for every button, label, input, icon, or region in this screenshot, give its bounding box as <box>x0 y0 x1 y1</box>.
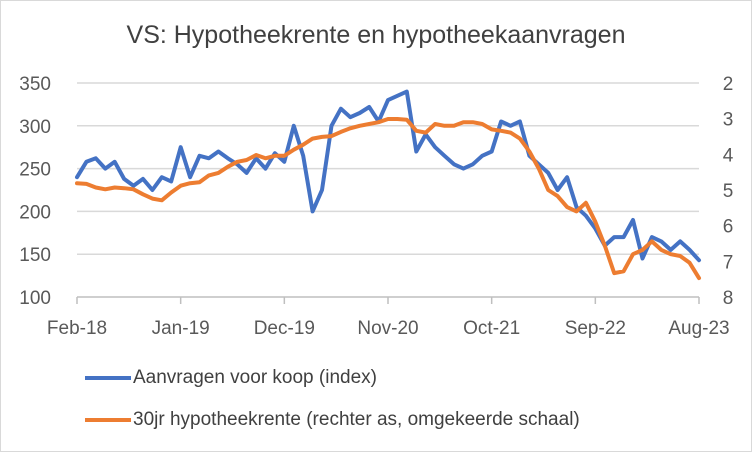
left-tick-label: 200 <box>19 202 51 223</box>
legend-item-aanvragen: Aanvragen voor koop (index) <box>85 367 377 389</box>
right-tick-label: 2 <box>723 74 734 95</box>
right-tick-label: 7 <box>723 252 734 273</box>
x-tick-label: Dec-19 <box>254 318 315 339</box>
right-tick-label: 5 <box>723 181 734 202</box>
left-tick-label: 300 <box>19 117 51 138</box>
left-tick-label: 350 <box>19 74 51 95</box>
x-tick-label: Feb-18 <box>47 318 107 339</box>
right-tick-label: 6 <box>723 217 734 238</box>
x-tick-label: Oct-21 <box>463 318 520 339</box>
right-tick-label: 8 <box>723 288 734 309</box>
x-tick-label: Nov-20 <box>357 318 418 339</box>
x-tick-label: Jan-19 <box>152 318 210 339</box>
legend-swatch-orange <box>85 418 131 422</box>
series-line-hypotheekrente <box>75 117 701 281</box>
right-tick-label: 4 <box>723 145 734 166</box>
left-tick-label: 100 <box>19 288 51 309</box>
x-tick-label: Aug-23 <box>668 318 729 339</box>
legend-item-hypotheekrente: 30jr hypotheekrente (rechter as, omgekee… <box>85 409 580 431</box>
legend-swatch-blue <box>85 376 131 380</box>
right-tick-label: 3 <box>723 110 734 131</box>
x-tick-label: Sep-22 <box>565 318 626 339</box>
legend-label: Aanvragen voor koop (index) <box>133 367 377 388</box>
chart-title: VS: Hypotheekrente en hypotheekaanvragen <box>126 21 626 49</box>
series-line-aanvragen <box>75 89 701 263</box>
left-tick-label: 150 <box>19 245 51 266</box>
legend-label: 30jr hypotheekrente (rechter as, omgekee… <box>133 409 580 430</box>
left-tick-label: 250 <box>19 160 51 181</box>
